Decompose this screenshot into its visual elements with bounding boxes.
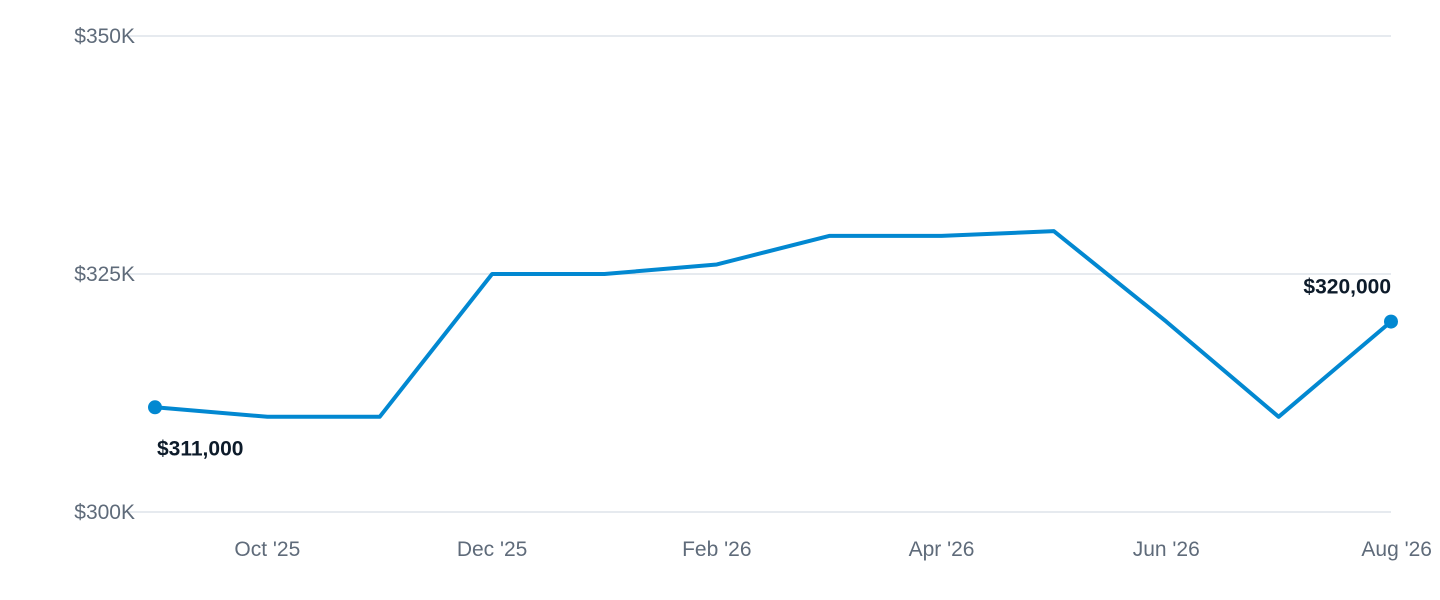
- y-tick-label: $325K: [74, 263, 135, 286]
- x-tick-label: Aug '26: [1361, 538, 1432, 561]
- x-tick-label: Feb '26: [682, 538, 751, 561]
- y-tick-label: $300K: [74, 501, 135, 524]
- data-label: $311,000: [157, 437, 243, 460]
- data-label: $320,000: [1303, 276, 1391, 299]
- data-point-marker: [1384, 314, 1398, 329]
- y-tick-label: $350K: [74, 25, 135, 48]
- series-line: [153, 229, 1393, 419]
- x-tick-label: Jun '26: [1133, 538, 1200, 561]
- x-tick-label: Apr '26: [909, 538, 975, 561]
- data-point-marker: [148, 400, 162, 415]
- x-tick-label: Dec '25: [457, 538, 528, 561]
- x-tick-label: Oct '25: [234, 538, 300, 561]
